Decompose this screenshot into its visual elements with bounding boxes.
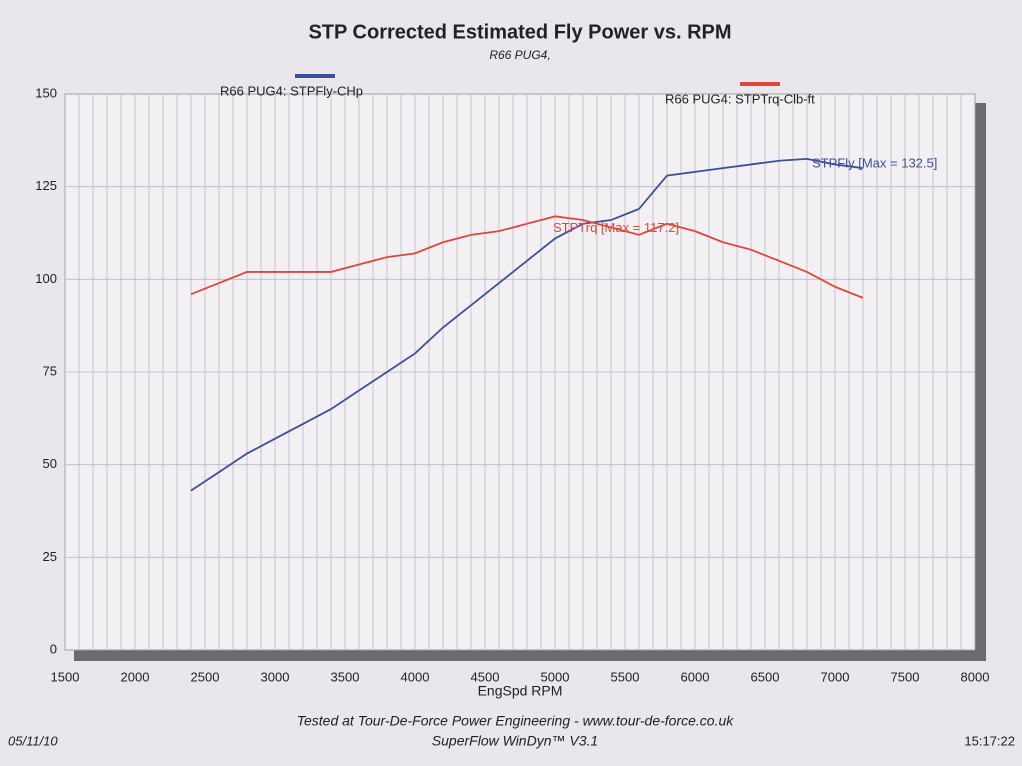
x-tick-label: 4000 (401, 669, 430, 684)
y-tick-label: 50 (43, 456, 57, 471)
x-tick-label: 2000 (121, 669, 150, 684)
chart-subtitle: R66 PUG4, (489, 48, 550, 62)
x-tick-label: 4500 (471, 669, 500, 684)
y-tick-label: 75 (43, 363, 57, 378)
footer-line: SuperFlow WinDyn™ V3.1 (432, 733, 598, 749)
x-tick-label: 6000 (681, 669, 710, 684)
x-tick-label: 8000 (961, 669, 990, 684)
x-tick-label: 2500 (191, 669, 220, 684)
footer-line: Tested at Tour-De-Force Power Engineerin… (297, 713, 735, 729)
y-tick-label: 0 (50, 641, 57, 656)
annotation: STPFly [Max = 132.5] (812, 155, 937, 170)
y-tick-label: 150 (35, 85, 57, 100)
x-axis-label: EngSpd RPM (478, 683, 563, 699)
x-tick-label: 1500 (51, 669, 80, 684)
x-tick-label: 3000 (261, 669, 290, 684)
series-line (190, 215, 864, 299)
x-tick-label: 3500 (331, 669, 360, 684)
y-tick-label: 25 (43, 549, 57, 564)
x-tick-label: 6500 (751, 669, 780, 684)
x-tick-label: 7000 (821, 669, 850, 684)
x-tick-label: 5500 (611, 669, 640, 684)
y-tick-label: 125 (35, 178, 57, 193)
legend-label: R66 PUG4: STPTrq-Clb-ft (665, 91, 815, 106)
legend-label: R66 PUG4: STPFly-CHp (220, 83, 363, 98)
x-tick-label: 7500 (891, 669, 920, 684)
print-date: 05/11/10 (8, 733, 58, 748)
print-time: 15:17:22 (964, 733, 1015, 748)
series-line (190, 157, 864, 492)
x-tick-label: 5000 (541, 669, 570, 684)
chart-title: STP Corrected Estimated Fly Power vs. RP… (308, 21, 731, 43)
y-tick-label: 100 (35, 271, 57, 286)
annotation: STPTrq [Max = 117.2] (553, 220, 679, 235)
